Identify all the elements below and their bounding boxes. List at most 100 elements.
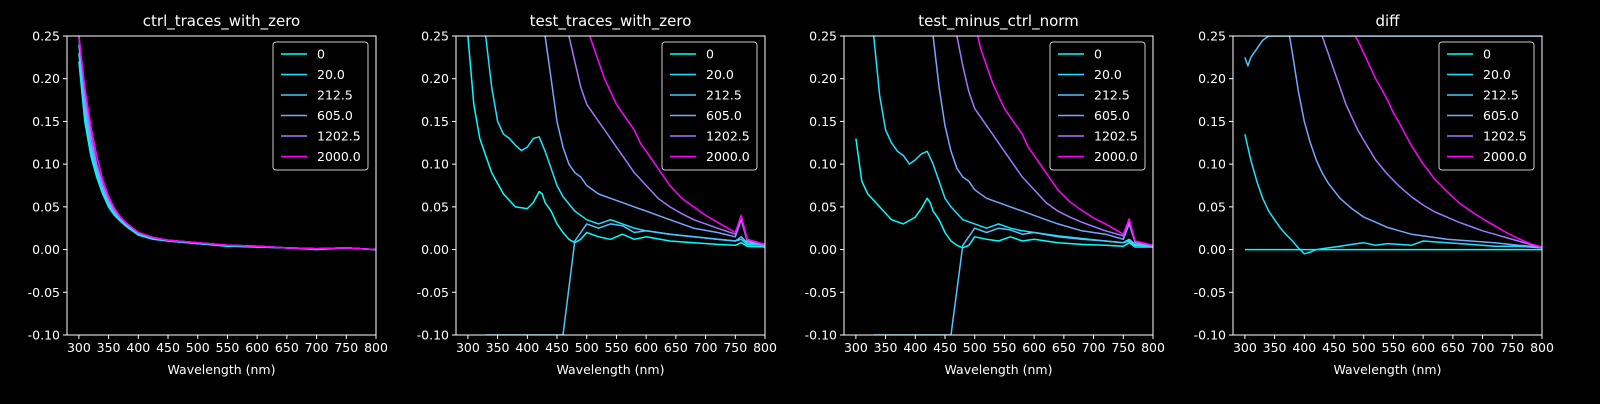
y-tick-label: 0.10: [1198, 157, 1226, 172]
series-line-3: [1288, 36, 1542, 248]
series-group: [78, 36, 376, 251]
legend-label-5: 2000.0: [317, 149, 361, 164]
x-tick-label: 700: [1082, 340, 1106, 355]
x-tick-label: 350: [874, 340, 898, 355]
chart-panel-0: 300 350 400 450 500 550 600 650 700 750 800 -0.10 -0…: [28, 12, 388, 377]
x-axis-label: Wavelength (nm): [168, 362, 276, 377]
legend-label-3: 605.0: [706, 108, 742, 123]
y-tick-label: 0.20: [1198, 71, 1226, 86]
x-tick-label: 750: [1111, 340, 1135, 355]
x-tick-label: 450: [933, 340, 957, 355]
series-line-5: [78, 36, 376, 251]
y-tick-label: 0.20: [421, 71, 449, 86]
legend-label-0: 0: [1094, 47, 1102, 62]
series-line-5: [976, 36, 1153, 247]
legend-label-4: 1202.5: [706, 129, 750, 144]
x-tick-label: 450: [545, 340, 569, 355]
legend-label-2: 212.5: [1094, 88, 1130, 103]
x-tick-label: 550: [605, 340, 629, 355]
y-tick-label: -0.05: [1194, 285, 1226, 300]
x-tick-label: 500: [1352, 340, 1376, 355]
legend-label-1: 20.0: [1094, 67, 1122, 82]
x-tick-label: 650: [1441, 340, 1465, 355]
legend-label-3: 605.0: [1094, 108, 1130, 123]
y-tick-label: -0.05: [28, 285, 60, 300]
x-tick-label: 500: [186, 340, 210, 355]
y-tick-label: 0.25: [421, 29, 449, 44]
legend-label-4: 1202.5: [1483, 129, 1527, 144]
axes-frame: [455, 35, 766, 336]
x-tick-label: 650: [275, 340, 299, 355]
x-axis-label: Wavelength (nm): [1334, 362, 1442, 377]
y-tick-label: -0.10: [28, 328, 60, 343]
y-tick-label: 0.00: [809, 242, 837, 257]
x-tick-label: 500: [963, 340, 987, 355]
x-tick-label: 400: [903, 340, 927, 355]
x-tick-label: 300: [67, 340, 91, 355]
x-tick-label: 550: [1382, 340, 1406, 355]
axes-frame: [843, 35, 1154, 336]
x-tick-label: 800: [753, 340, 777, 355]
x-tick-label: 700: [694, 340, 718, 355]
x-tick-label: 450: [156, 340, 180, 355]
x-tick-label: 800: [1530, 340, 1554, 355]
series-line-2: [873, 227, 1153, 335]
x-tick-label: 550: [993, 340, 1017, 355]
series-group: [467, 36, 765, 335]
chart-title: test_minus_ctrl_norm: [918, 12, 1079, 31]
legend-label-3: 605.0: [317, 108, 353, 123]
y-tick-label: -0.05: [417, 285, 449, 300]
y-tick-label: 0.00: [1198, 242, 1226, 257]
legend-label-5: 2000.0: [706, 149, 750, 164]
legend: 0 20.0 212.5 605.0 1202.5 2000.0: [1049, 41, 1146, 171]
axes-frame: [66, 35, 377, 336]
chart-title: diff: [1375, 12, 1400, 30]
series-line-3: [544, 36, 765, 247]
legend-label-1: 20.0: [706, 67, 734, 82]
axes-frame: [1232, 35, 1543, 336]
y-tick-label: 0.05: [1198, 199, 1226, 214]
x-tick-label: 350: [1263, 340, 1287, 355]
series-line-1: [1244, 134, 1542, 255]
y-tick-label: -0.05: [805, 285, 837, 300]
x-tick-label: 300: [456, 340, 480, 355]
chart-panel-2: 300 350 400 450 500 550 600 650 700 750 800 -0.10 -0…: [805, 12, 1165, 377]
y-tick-label: 0.15: [32, 114, 60, 129]
legend-label-0: 0: [317, 47, 325, 62]
y-tick-label: -0.10: [1194, 328, 1226, 343]
x-axis-label: Wavelength (nm): [945, 362, 1053, 377]
series-line-2: [485, 223, 765, 335]
x-tick-label: 350: [97, 340, 121, 355]
x-tick-label: 450: [1322, 340, 1346, 355]
y-tick-label: 0.00: [421, 242, 449, 257]
legend-label-2: 212.5: [706, 88, 742, 103]
chart-panel-3: 300 350 400 450 500 550 600 650 700 750 800 -0.10 -0…: [1194, 12, 1554, 377]
chart-panel-1: 300 350 400 450 500 550 600 650 700 750 800 -0.10 -0…: [417, 12, 777, 377]
x-tick-label: 750: [723, 340, 747, 355]
legend-label-5: 2000.0: [1483, 149, 1527, 164]
series-line-5: [1354, 36, 1542, 248]
x-tick-label: 400: [515, 340, 539, 355]
x-tick-label: 600: [245, 340, 269, 355]
y-tick-label: 0.20: [809, 71, 837, 86]
legend-label-3: 605.0: [1483, 108, 1519, 123]
y-tick-label: 0.25: [809, 29, 837, 44]
x-tick-label: 400: [126, 340, 150, 355]
series-line-4: [1321, 36, 1542, 249]
chart-title: ctrl_traces_with_zero: [143, 12, 300, 31]
x-tick-label: 650: [1052, 340, 1076, 355]
y-tick-label: 0.15: [421, 114, 449, 129]
x-tick-label: 400: [1292, 340, 1316, 355]
legend: 0 20.0 212.5 605.0 1202.5 2000.0: [272, 41, 369, 171]
x-tick-label: 600: [1022, 340, 1046, 355]
x-axis-label: Wavelength (nm): [557, 362, 665, 377]
series-line-5: [588, 36, 765, 246]
x-tick-label: 550: [216, 340, 240, 355]
series-line-0: [467, 36, 765, 248]
series-line-4: [956, 36, 1153, 247]
y-tick-label: 0.05: [809, 199, 837, 214]
x-tick-label: 800: [1141, 340, 1165, 355]
x-tick-label: 750: [334, 340, 358, 355]
x-tick-label: 600: [634, 340, 658, 355]
legend-label-0: 0: [706, 47, 714, 62]
